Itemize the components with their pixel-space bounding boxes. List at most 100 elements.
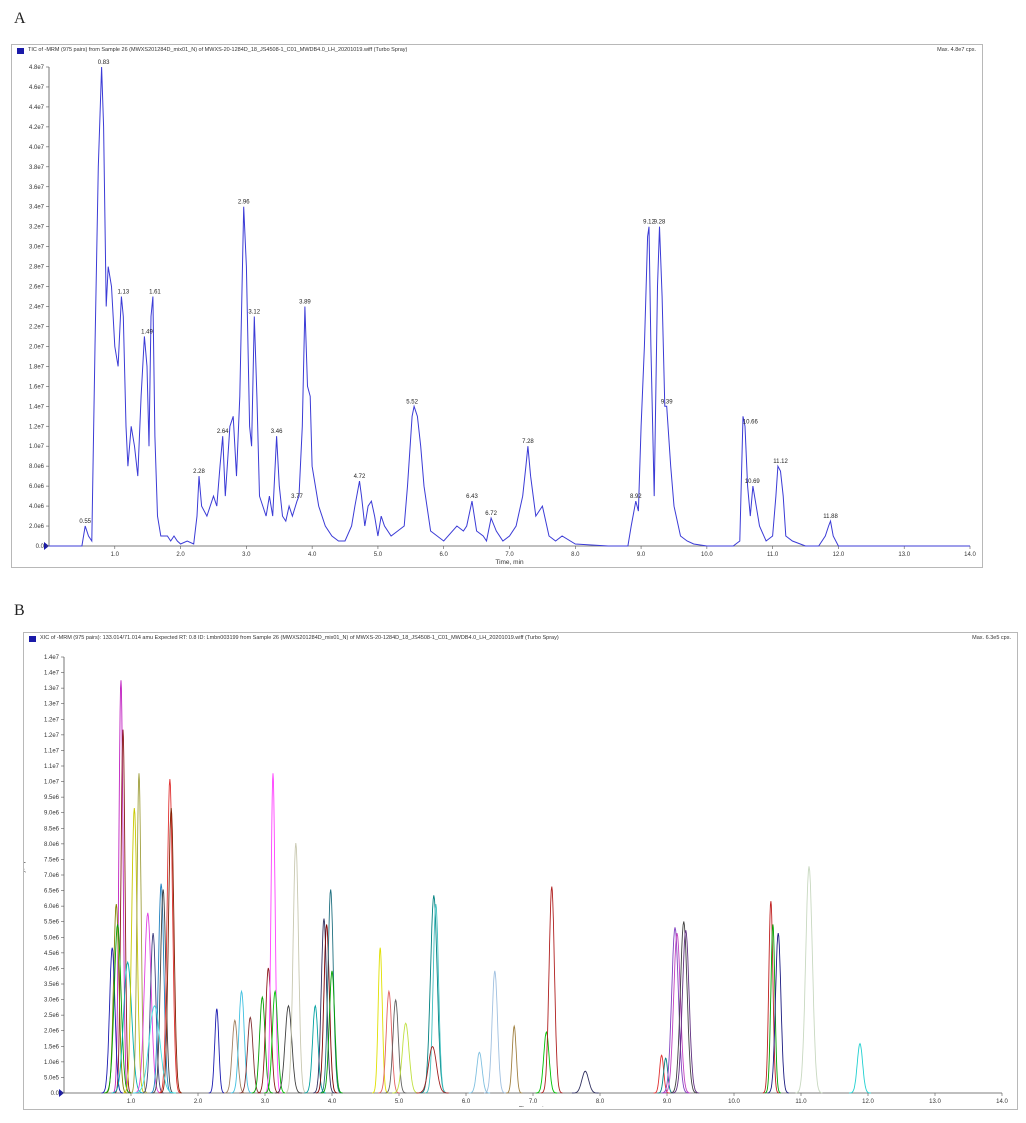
y-tick-label: 9.5e6 bbox=[44, 795, 60, 801]
peak-label: 4.72 bbox=[354, 474, 366, 480]
xic-trace bbox=[795, 866, 823, 1094]
y-tick-label: 2.2e7 bbox=[29, 324, 45, 330]
peak-label: 1.13 bbox=[117, 290, 129, 296]
x-tick-label: 10.0 bbox=[701, 552, 713, 558]
xic-trace bbox=[251, 995, 274, 1094]
xic-trace bbox=[416, 1045, 449, 1094]
y-tick-label: 4.4e7 bbox=[29, 105, 45, 111]
panel-a-letter: A bbox=[14, 10, 26, 27]
y-tick-label: 2.5e6 bbox=[44, 1013, 60, 1019]
xic-trace bbox=[114, 729, 132, 1094]
y-tick-label: 4.5e6 bbox=[44, 951, 60, 957]
peak-label: 9.39 bbox=[661, 399, 673, 405]
peak-label: 3.46 bbox=[271, 429, 283, 435]
x-tick-label: 1.0 bbox=[127, 1099, 136, 1105]
y-tick-label: 9.0e6 bbox=[44, 811, 60, 817]
xic-trace bbox=[420, 895, 448, 1094]
xic-trace bbox=[134, 912, 162, 1094]
xic-trace bbox=[315, 924, 338, 1094]
panel-b-max-label: Max. 6.3e5 cps. bbox=[972, 635, 1011, 641]
y-tick-label: 2.8e7 bbox=[29, 265, 45, 271]
y-tick-label: 1.5e6 bbox=[44, 1044, 60, 1050]
x-tick-label: 9.0 bbox=[637, 552, 646, 558]
x-tick-label: 4.0 bbox=[328, 1099, 337, 1105]
y-tick-label: 3.0e6 bbox=[44, 998, 60, 1004]
xic-trace bbox=[372, 947, 389, 1094]
xic-trace bbox=[540, 886, 563, 1094]
xic-trace bbox=[101, 947, 124, 1094]
panel-a-max-label: Max. 4.8e7 cps. bbox=[937, 47, 976, 53]
xic-trace bbox=[321, 970, 343, 1094]
panel-a-header: TIC of -MRM (975 pairs) from Sample 26 (… bbox=[28, 47, 408, 53]
x-tick-label: 1.0 bbox=[111, 552, 120, 558]
xic-trace bbox=[285, 842, 307, 1094]
tic-chromatogram-panel[interactable]: TIC of -MRM (975 pairs) from Sample 26 (… bbox=[11, 44, 983, 568]
x-tick-label: 5.0 bbox=[374, 552, 383, 558]
y-tick-label: 1.8e7 bbox=[29, 364, 45, 370]
y-tick-label: 0.0 bbox=[36, 544, 45, 550]
x-tick-label: 13.0 bbox=[929, 1099, 941, 1105]
peak-label: 2.28 bbox=[193, 469, 205, 475]
xic-trace bbox=[378, 989, 400, 1094]
xic-trace bbox=[767, 933, 789, 1094]
x-tick-label: 6.0 bbox=[440, 552, 449, 558]
x-tick-label: 5.0 bbox=[395, 1099, 404, 1105]
y-tick-label: 4.2e7 bbox=[29, 125, 45, 131]
x-tick-label: 12.0 bbox=[862, 1099, 874, 1105]
x-tick-label: 7.0 bbox=[505, 552, 514, 558]
y-tick-label: 7.5e6 bbox=[44, 857, 60, 863]
y-tick-label: 1.1e7 bbox=[44, 764, 60, 770]
y-tick-label: 2.0e6 bbox=[29, 524, 45, 530]
xic-trace bbox=[653, 1054, 670, 1094]
y-tick-label: 2.6e7 bbox=[29, 285, 45, 291]
peak-label: 2.96 bbox=[238, 200, 250, 206]
y-tick-label: 8.5e6 bbox=[44, 826, 60, 832]
series-legend-swatch bbox=[17, 48, 24, 54]
peak-label: 7.28 bbox=[522, 439, 534, 445]
y-tick-label: 3.2e7 bbox=[29, 225, 45, 231]
x-tick-label: 11.0 bbox=[767, 552, 779, 558]
y-tick-label: 1.1e7 bbox=[44, 748, 60, 754]
xic-trace bbox=[208, 1008, 225, 1094]
xic-trace bbox=[275, 1004, 302, 1094]
x-tick-label: 2.0 bbox=[176, 552, 185, 558]
xic-trace bbox=[313, 918, 335, 1094]
y-tick-label: 5.5e6 bbox=[44, 920, 60, 926]
peak-label: 6.72 bbox=[485, 511, 497, 517]
xic-trace bbox=[319, 889, 342, 1094]
y-tick-label: 3.4e7 bbox=[29, 205, 45, 211]
y-tick-label: 4.6e7 bbox=[29, 85, 45, 91]
xic-trace bbox=[657, 1057, 674, 1094]
y-tick-label: 1.2e7 bbox=[44, 733, 60, 739]
xic-trace bbox=[661, 927, 689, 1094]
y-tick-label: 1.4e7 bbox=[29, 404, 45, 410]
y-tick-label: 4.0e6 bbox=[29, 504, 45, 510]
y-tick-label: 5.0e5 bbox=[44, 1075, 60, 1081]
xic-chromatogram-panel[interactable]: XIC of -MRM (975 pairs): 133.014/71.014 … bbox=[23, 632, 1018, 1110]
y-tick-label: 4.0e7 bbox=[29, 145, 45, 151]
x-tick-label: 6.0 bbox=[462, 1099, 471, 1105]
xic-trace bbox=[257, 967, 280, 1094]
peak-label: 3.12 bbox=[248, 309, 260, 315]
x-tick-label: 10.0 bbox=[728, 1099, 740, 1105]
xic-trace bbox=[535, 1030, 558, 1094]
y-tick-label: 3.5e6 bbox=[44, 982, 60, 988]
peak-label: 9.28 bbox=[654, 220, 666, 226]
xic-trace bbox=[130, 773, 148, 1094]
xic-trace bbox=[849, 1042, 871, 1094]
x-tick-label: 12.0 bbox=[833, 552, 845, 558]
y-tick-label: 8.0e6 bbox=[29, 464, 45, 470]
y-tick-label: 6.0e6 bbox=[44, 904, 60, 910]
xic-trace bbox=[160, 808, 182, 1094]
xic-trace bbox=[230, 989, 253, 1094]
x-tick-label: 8.0 bbox=[571, 552, 580, 558]
xic-trace bbox=[425, 904, 447, 1094]
peak-label: 6.43 bbox=[466, 494, 478, 500]
series-legend-swatch bbox=[29, 636, 36, 642]
peak-label: 10.69 bbox=[745, 479, 761, 485]
x-tick-label: 13.0 bbox=[898, 552, 910, 558]
y-tick-label: 4.8e7 bbox=[29, 65, 45, 71]
y-tick-label: 2.4e7 bbox=[29, 305, 45, 311]
y-tick-label: 1.0e7 bbox=[29, 444, 45, 450]
xic-trace bbox=[239, 1016, 262, 1094]
